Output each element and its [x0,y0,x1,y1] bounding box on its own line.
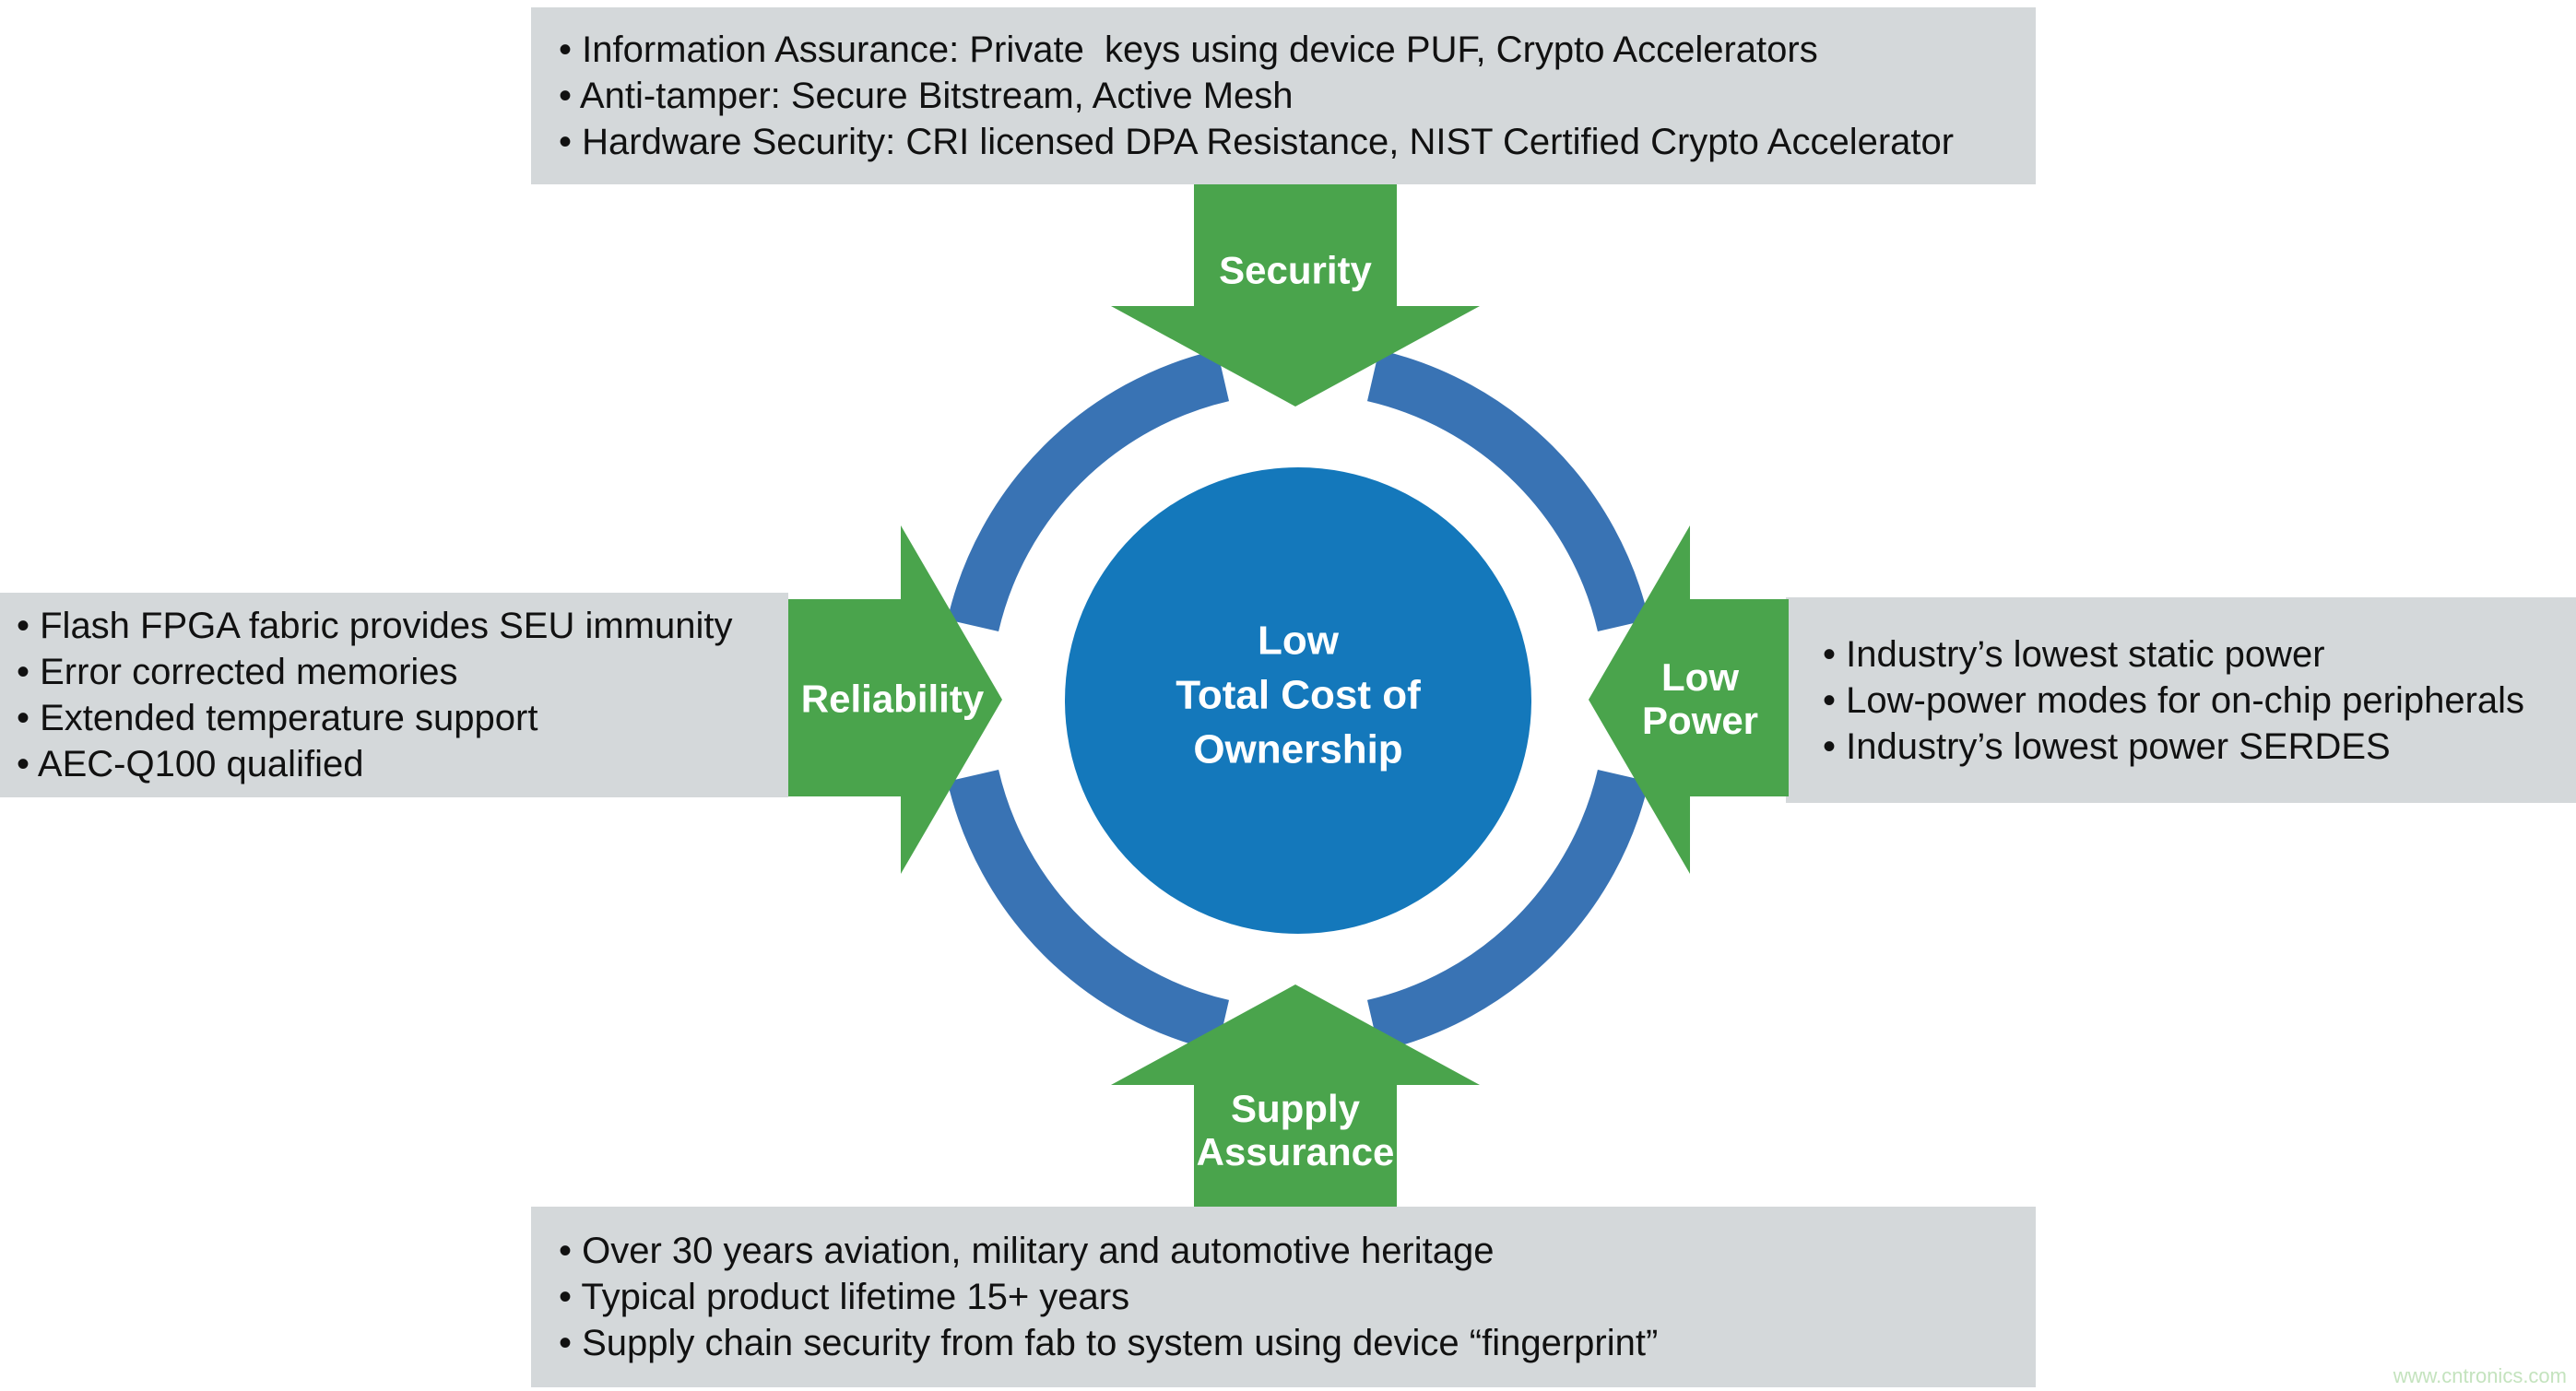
center-label-line3: Ownership [1193,726,1403,772]
info-box-supply-assurance: • Over 30 years aviation, military and a… [531,1207,2036,1387]
center-circle-label: Low Total Cost of Ownership [1176,614,1421,777]
bullet-item: • Industry’s lowest static power [1823,633,2325,675]
low-power-arrow-label: Low Power [1642,655,1758,742]
bullet-item: • Industry’s lowest power SERDES [1823,725,2391,767]
bullet-item: • Information Assurance: Private keys us… [559,29,1818,70]
bullet-item: • Flash FPGA fabric provides SEU immunit… [17,606,733,646]
ring-arc-sw [947,769,1230,1052]
bullet-item: • Anti-tamper: Secure Bitstream, Active … [559,76,1294,116]
low-power-label-line1: Low [1661,655,1739,699]
info-box-reliability: • Flash FPGA fabric provides SEU immunit… [0,593,788,797]
bullet-item: • Error corrected memories [17,652,458,692]
center-label-line1: Low [1258,618,1339,664]
ring-arc-ne [1366,349,1649,632]
watermark-text: www.cntronics.com [2393,1364,2567,1387]
bullet-item: • Hardware Security: CRI licensed DPA Re… [559,122,1955,162]
center-circle [1065,467,1531,934]
low-power-label-line2: Power [1641,699,1759,742]
bullet-item: • Extended temperature support [17,698,538,738]
info-box-security: • Information Assurance: Private keys us… [531,7,2036,184]
bullet-item: • Supply chain security from fab to syst… [559,1323,1659,1363]
low-power-arrow-shape [1589,525,1789,874]
security-arrow-label: Security [1219,248,1372,292]
bullet-item: • Over 30 years aviation, military and a… [559,1231,1495,1271]
supply-assurance-arrow-label: Supply Assurance [1197,1087,1395,1173]
bullet-item: • AEC-Q100 qualified [17,744,364,784]
supply-label-line1: Supply [1230,1087,1360,1130]
ring-arcs-group [947,349,1649,1052]
supply-label-line2: Assurance [1196,1130,1395,1173]
security-arrow-shape [1111,184,1480,407]
supply-assurance-arrow-shape [1111,984,1480,1207]
bullet-item: • Typical product lifetime 15+ years [559,1277,1130,1317]
center-label-line2: Total Cost of [1176,672,1421,718]
bullet-item: • Low-power modes for on-chip peripheral… [1823,679,2525,721]
ring-arc-nw [947,349,1230,632]
info-box-low-power: • Industry’s lowest static power • Low-p… [1786,597,2576,803]
reliability-arrow-shape [788,525,1002,874]
ring-arc-se [1366,769,1649,1052]
reliability-arrow-label: Reliability [800,677,985,721]
